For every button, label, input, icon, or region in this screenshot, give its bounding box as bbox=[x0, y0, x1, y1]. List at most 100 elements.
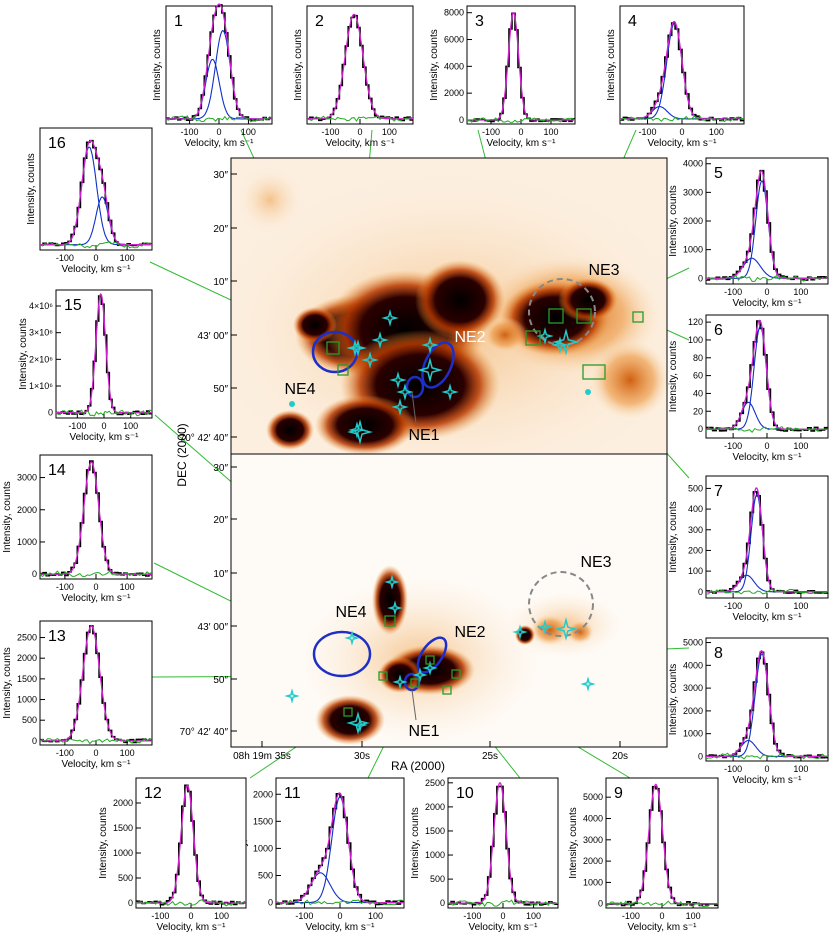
fit-total bbox=[467, 12, 575, 121]
y-axis-label: Intensity, counts bbox=[98, 807, 109, 879]
aperture-box bbox=[326, 341, 340, 355]
source-marker bbox=[422, 660, 438, 676]
source-marker bbox=[348, 421, 366, 439]
x-tick-label: 0 bbox=[764, 601, 769, 611]
y-tick-label: 3000 bbox=[683, 187, 703, 197]
panel-number: 10 bbox=[456, 785, 474, 802]
y-tick-label: 2000 bbox=[17, 653, 37, 663]
x-axis-label: Velocity, km s⁻¹ bbox=[648, 138, 718, 149]
dec-tick-bottom: 50″ bbox=[213, 675, 228, 686]
aperture-box bbox=[384, 615, 396, 627]
spectrum-frame bbox=[466, 5, 576, 125]
ne3-circle-top bbox=[528, 278, 596, 346]
y-tick-label: 0 bbox=[128, 898, 133, 908]
spectrum-panel-1: -100 0 100 1 Velocity, km s⁻¹ Intensity, coun… bbox=[152, 3, 273, 149]
region-label-bottom: NE1 bbox=[408, 723, 439, 740]
y-tick-label: 0 bbox=[32, 736, 37, 746]
ra-tick: 08h 19m 35s bbox=[233, 751, 291, 762]
y-tick-label: 3×10⁶ bbox=[29, 328, 53, 338]
x-tick-label: 0 bbox=[500, 911, 505, 921]
y-tick-label: 60 bbox=[693, 371, 703, 381]
y-tick-label: 2500 bbox=[17, 633, 37, 643]
panel-number: 3 bbox=[475, 13, 484, 30]
spectrum-frame bbox=[39, 620, 153, 746]
spectrum-panel-2: -100 0 100 2 Velocity, km s⁻¹ Intensity, coun… bbox=[293, 5, 414, 149]
map-overlays: NE1 NE2 NE3 NE4 NE1 NE2 NE3 NE4 bbox=[284, 262, 644, 740]
dec-tick-bottom: 70° 42′ 40″ bbox=[180, 727, 229, 738]
ra-tick: 25s bbox=[482, 751, 498, 762]
panel-number: 1 bbox=[174, 13, 183, 30]
fit-residual bbox=[705, 588, 829, 595]
panel-number: 11 bbox=[284, 785, 301, 802]
source-marker bbox=[389, 371, 407, 389]
ne1-ellipse-top bbox=[405, 375, 425, 399]
y-tick-label: 0 bbox=[48, 408, 53, 418]
aperture-box bbox=[632, 311, 644, 323]
spectrum-frame bbox=[165, 5, 273, 125]
pointer-line bbox=[411, 689, 417, 721]
y-tick-label: 2000 bbox=[253, 789, 273, 799]
y-tick-label: 4000 bbox=[583, 813, 603, 823]
y-tick-label: 1500 bbox=[425, 826, 445, 836]
x-tick-label: 100 bbox=[793, 764, 808, 774]
y-tick-label: 1000 bbox=[425, 850, 445, 860]
spectrum-panel-15: -100 0 100 0 1×10⁶ 2×10⁶ 3×10⁶ 4×10⁶ 15 Velocity,… bbox=[18, 289, 153, 443]
y-tick-label: 0 bbox=[32, 569, 37, 579]
y-tick-label: 1500 bbox=[17, 674, 37, 684]
panel-number: 6 bbox=[714, 322, 723, 339]
ra-tick: 20s bbox=[612, 751, 628, 762]
x-tick-label: 0 bbox=[93, 253, 98, 263]
dec-tick-top: 10″ bbox=[213, 277, 228, 288]
source-marker bbox=[512, 624, 528, 640]
spectrum-panel-10: -100 0 1000500100015002000250010Velocity, … bbox=[410, 777, 559, 933]
source-marker bbox=[421, 336, 439, 354]
source-marker bbox=[349, 339, 367, 357]
x-tick-label: 100 bbox=[526, 911, 541, 921]
x-tick-label: -100 bbox=[463, 911, 481, 921]
y-axis-label: Intensity, counts bbox=[2, 647, 13, 719]
fit-residual bbox=[135, 899, 247, 907]
x-axis-label: Velocity, km s⁻¹ bbox=[733, 775, 803, 786]
x-tick-label: -100 bbox=[724, 441, 742, 451]
y-tick-label: 1000 bbox=[17, 695, 37, 705]
y-axis-label: Intensity, counts bbox=[2, 481, 13, 553]
panel-number: 14 bbox=[48, 462, 66, 479]
x-tick-label: 0 bbox=[216, 127, 221, 137]
spectrum-frame bbox=[275, 777, 405, 909]
x-tick-label: 100 bbox=[543, 127, 558, 137]
y-tick-label: 2000 bbox=[425, 802, 445, 812]
spectrum-panel-4: -100 0 100 4 Velocity, km s⁻¹ Intensity, coun… bbox=[606, 5, 745, 149]
source-marker bbox=[554, 617, 578, 641]
dec-tick-top: 50″ bbox=[213, 384, 228, 395]
y-axis-label: Intensity, counts bbox=[152, 29, 163, 101]
aperture-box bbox=[576, 308, 592, 324]
y-tick-label: 4000 bbox=[683, 159, 703, 169]
x-axis-label: Velocity, km s⁻¹ bbox=[326, 138, 396, 149]
aperture-box bbox=[378, 671, 388, 681]
x-tick-label: -100 bbox=[482, 127, 500, 137]
y-tick-label: 2×10⁶ bbox=[29, 354, 53, 364]
aperture-box bbox=[442, 685, 452, 695]
x-axis-label: Velocity, km s⁻¹ bbox=[733, 298, 803, 309]
x-tick-label: 0 bbox=[357, 127, 362, 137]
y-tick-label: 1000 bbox=[17, 537, 37, 547]
panel-number: 2 bbox=[315, 13, 324, 30]
y-tick-label: 2000 bbox=[17, 505, 37, 515]
map-bottom-frame bbox=[230, 453, 668, 748]
region-label-bottom: NE4 bbox=[335, 604, 366, 621]
y-tick-label: 1000 bbox=[683, 729, 703, 739]
panel-number: 13 bbox=[48, 628, 66, 645]
x-tick-label: 100 bbox=[368, 911, 383, 921]
y-tick-label: 400 bbox=[688, 504, 703, 514]
dec-tick-bottom: 10″ bbox=[213, 569, 228, 580]
y-tick-label: 2000 bbox=[113, 798, 133, 808]
source-marker bbox=[371, 331, 389, 349]
y-axis-label: Intensity, counts bbox=[18, 318, 29, 390]
x-tick-label: -100 bbox=[639, 127, 657, 137]
fit-residual bbox=[705, 425, 829, 433]
x-axis-label: Velocity, km s⁻¹ bbox=[628, 922, 698, 933]
